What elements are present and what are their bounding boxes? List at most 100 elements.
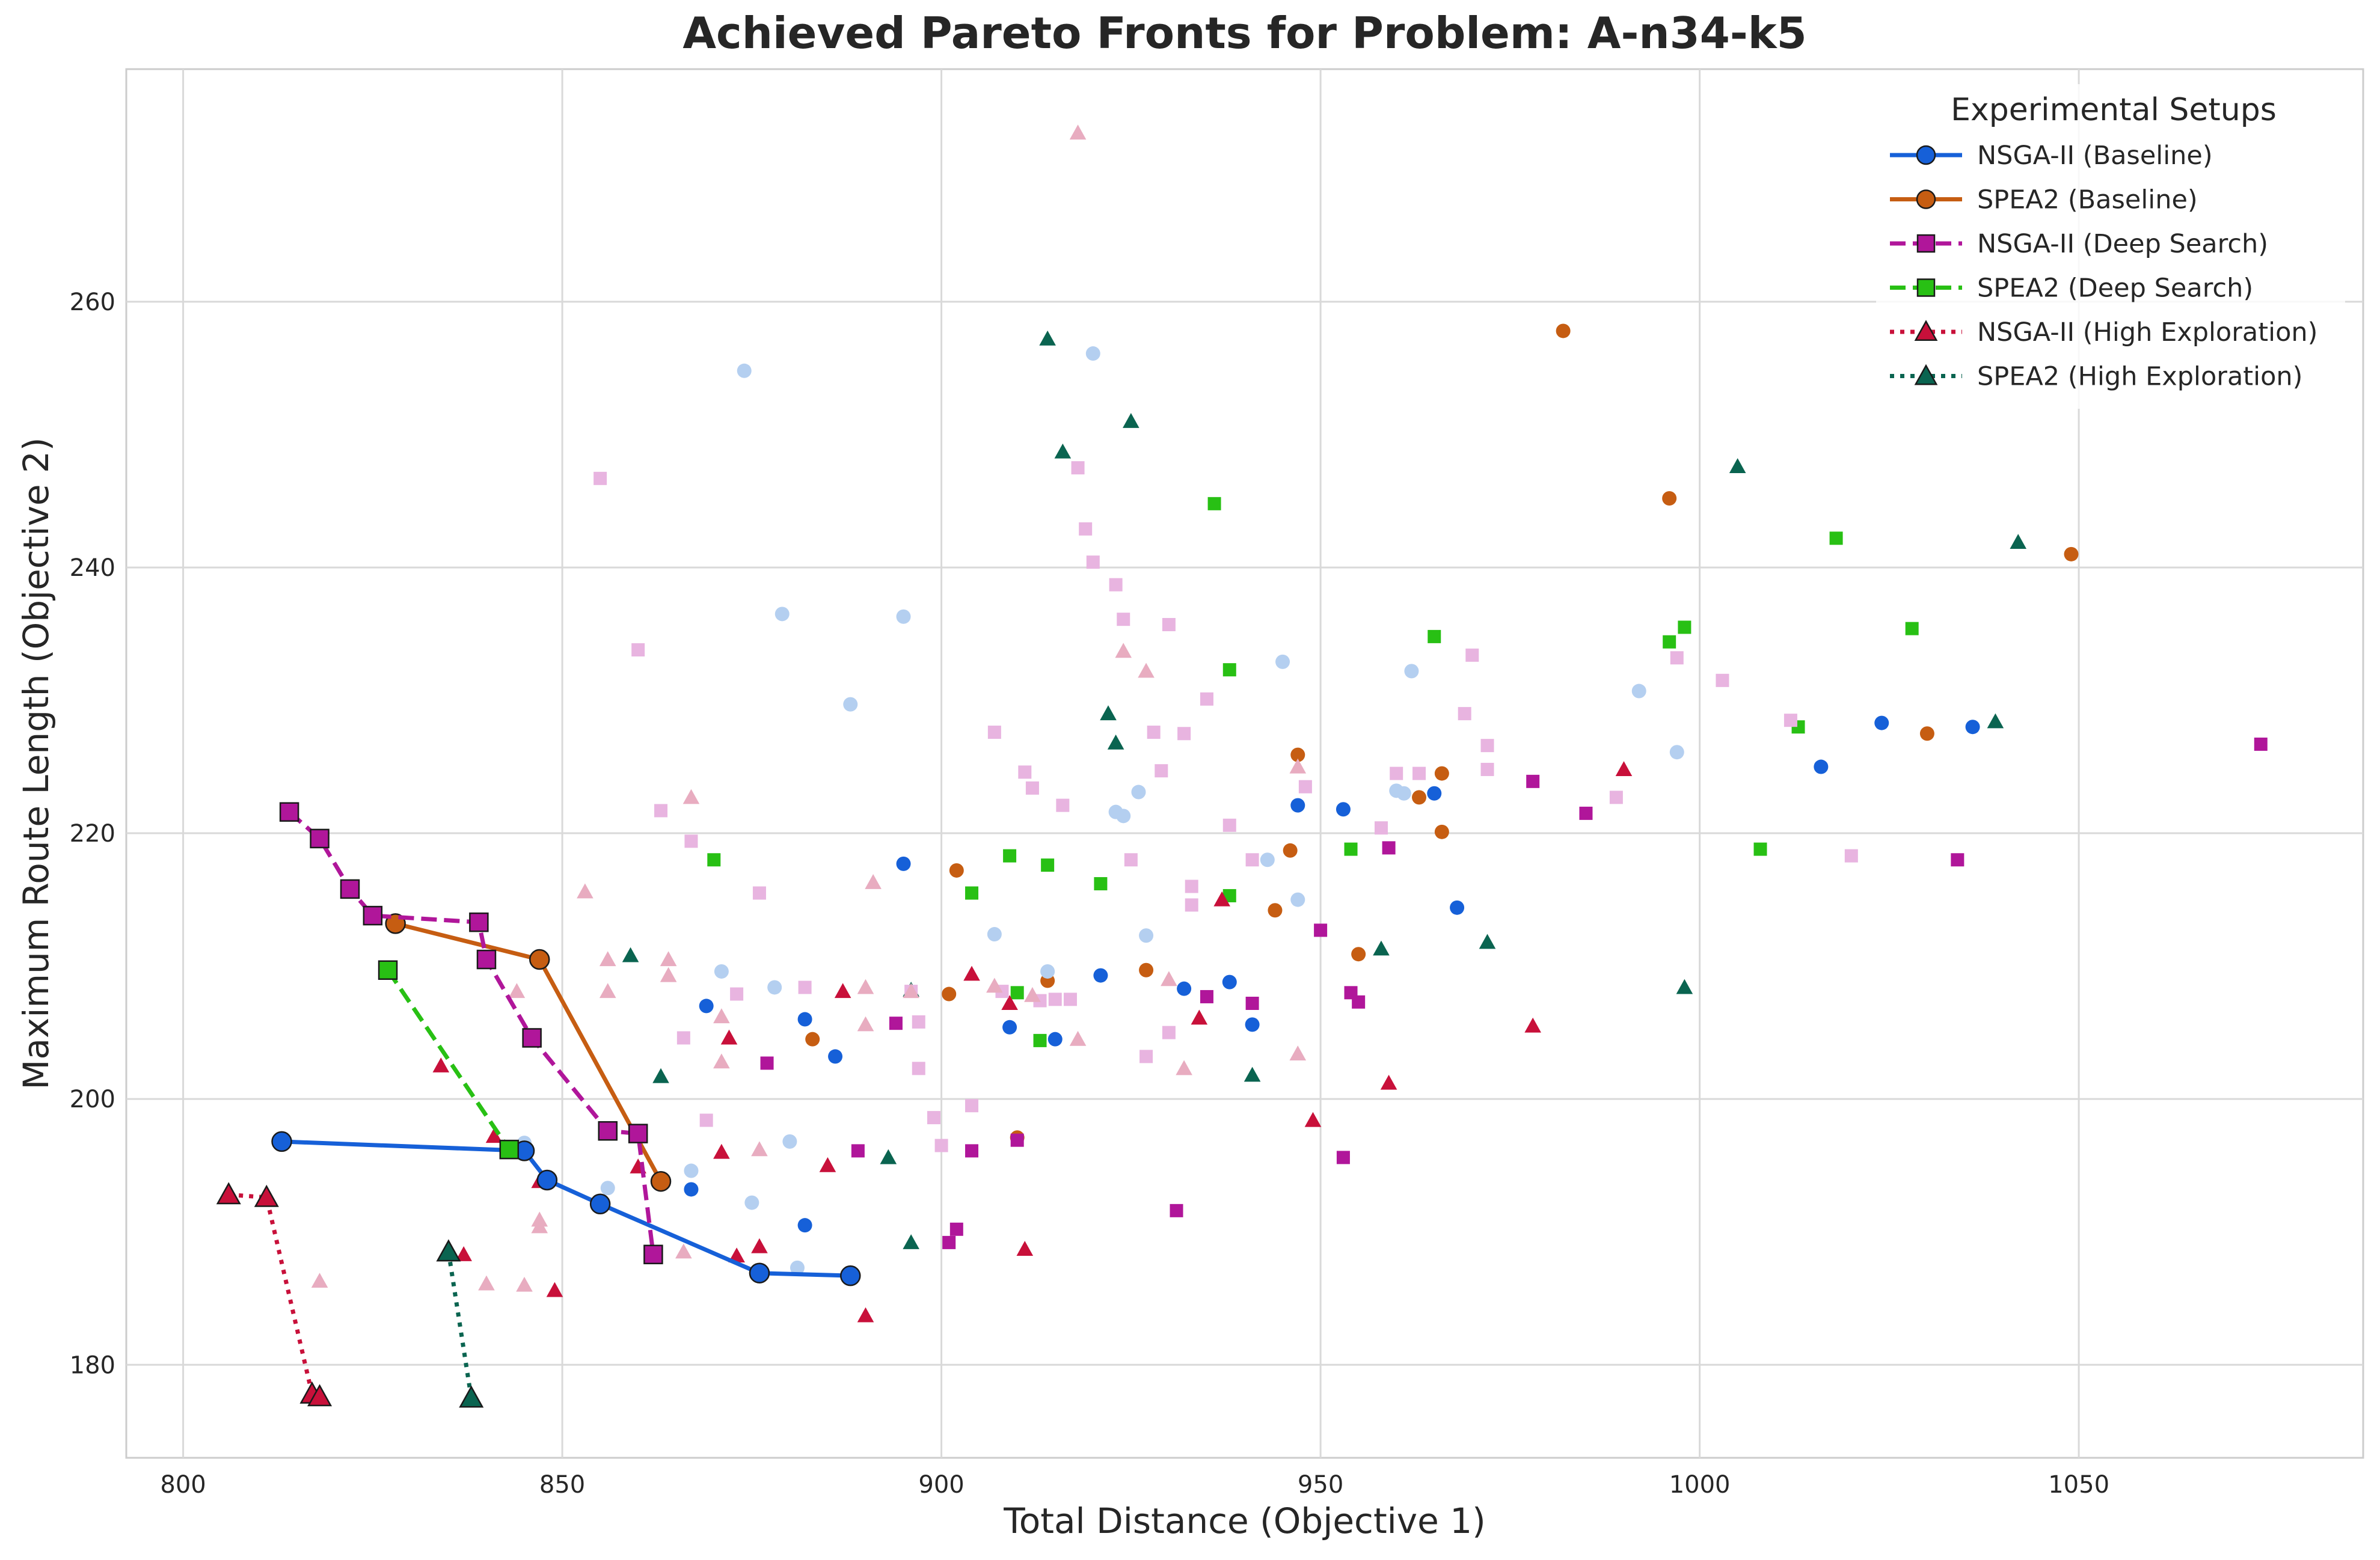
nsga-ii-baseline-front-marker: [271, 1131, 292, 1152]
background-square-point: [1245, 853, 1259, 867]
background-triangle-point: [508, 983, 526, 999]
background-square-point: [1609, 791, 1623, 804]
spea2-high-exploration-point: [1987, 713, 2004, 729]
spea2-high-exploration-point: [1054, 443, 1072, 459]
background-square-point: [1185, 879, 1198, 893]
spea2-baseline-point: [1351, 947, 1366, 962]
background-circle-point: [1290, 892, 1305, 907]
nsga-ii-deep-search-point: [1010, 1133, 1024, 1147]
spea2-high-exploration-point: [880, 1149, 897, 1164]
background-circle-point: [744, 1195, 759, 1210]
legend-item-nsga-ii-deep-search: NSGA-II (Deep Search): [1890, 229, 2268, 259]
spea2-deep-search-point: [1041, 858, 1055, 872]
background-circle-point: [896, 609, 911, 624]
nsga-ii-baseline-point: [1290, 798, 1305, 813]
nsga-ii-high-exploration-point: [432, 1057, 450, 1072]
spea2-baseline-front-marker: [529, 949, 550, 970]
spea2-high-exploration-point: [903, 1234, 919, 1249]
nsga-ii-high-exploration-point: [1191, 1009, 1208, 1025]
background-square-point: [1177, 727, 1191, 741]
spea2-high-exploration-point: [1244, 1066, 1261, 1082]
spea2-baseline-point: [949, 863, 964, 878]
nsga-ii-baseline-point: [1047, 1032, 1063, 1047]
background-square-point: [1670, 651, 1684, 665]
background-triangle-point: [311, 1273, 328, 1288]
nsga-ii-baseline-point: [699, 999, 714, 1014]
nsga-ii-high-exploration-front-marker: [216, 1182, 241, 1205]
y-tick-label: 260: [70, 289, 115, 316]
spea2-deep-search-point: [1207, 497, 1221, 510]
nsga-ii-baseline-front-marker: [589, 1193, 611, 1215]
background-triangle-point: [577, 883, 593, 899]
background-square-point: [1147, 726, 1161, 739]
spea2-deep-search-front-marker: [378, 960, 398, 980]
spea2-deep-search-point: [1829, 531, 1843, 545]
nsga-ii-deep-search-point: [889, 1017, 903, 1030]
nsga-ii-baseline-point: [1336, 802, 1351, 817]
legend-background: [1876, 84, 2345, 409]
background-square-point: [1162, 618, 1176, 631]
spea2-high-exploration-point: [1039, 330, 1056, 346]
nsga-ii-deep-search-point: [2254, 737, 2268, 751]
background-square-point: [1390, 766, 1403, 780]
background-circle-point: [1669, 745, 1684, 760]
spea2-high-exploration-point: [1729, 458, 1746, 473]
nsga-ii-high-exploration-point: [1524, 1017, 1541, 1033]
background-square-point: [1117, 613, 1130, 626]
background-triangle-point: [531, 1218, 548, 1234]
background-square-point: [1298, 780, 1312, 794]
background-circle-point: [1404, 664, 1419, 679]
nsga-ii-deep-search-point: [1245, 997, 1259, 1010]
nsga-ii-baseline-point: [1814, 759, 1829, 774]
nsga-ii-baseline-point: [684, 1182, 699, 1197]
background-square-point: [676, 1031, 690, 1045]
nsga-ii-baseline-point: [1874, 715, 1889, 730]
spea2-deep-search-point: [1344, 842, 1358, 856]
nsga-ii-deep-search-point: [949, 1222, 963, 1236]
legend: Experimental Setups NSGA-II (Baseline) SP…: [1876, 84, 2345, 409]
spea2-deep-search-point: [1428, 629, 1441, 643]
spea2-high-exploration-front-marker: [436, 1239, 461, 1262]
background-circle-point: [1139, 928, 1154, 943]
pareto-fronts: [216, 802, 861, 1408]
background-circle-point: [1275, 654, 1290, 669]
nsga-ii-deep-search-point: [1526, 774, 1540, 788]
spea2-high-exploration-point: [1373, 940, 1390, 956]
spea2-deep-search-point: [1222, 663, 1236, 677]
spea2-baseline-point: [1919, 726, 1934, 741]
background-triangle-point: [1289, 758, 1307, 774]
background-square-point: [1155, 764, 1168, 778]
nsga-ii-high-exploration-point: [720, 1029, 738, 1045]
legend-label: SPEA2 (Deep Search): [1977, 274, 2253, 304]
nsga-ii-deep-search-front-line: [287, 810, 655, 1255]
background-circle-point: [843, 697, 858, 712]
background-triangle-point: [1024, 986, 1041, 1002]
nsga-ii-baseline-point: [896, 856, 911, 871]
nsga-ii-deep-search-front-marker: [628, 1124, 648, 1143]
spea2-deep-search-point: [1033, 1033, 1047, 1047]
nsga-ii-deep-search-point: [1951, 853, 1964, 867]
background-triangle-point: [713, 1053, 730, 1069]
background-square-point: [965, 1099, 979, 1113]
nsga-ii-high-exploration-point: [1001, 995, 1018, 1011]
nsga-ii-baseline-point: [1450, 900, 1465, 915]
nsga-ii-deep-search-point: [1170, 1204, 1183, 1217]
spea2-baseline-point: [1556, 323, 1571, 338]
legend-label: SPEA2 (Baseline): [1977, 185, 2198, 215]
background-triangle-point: [751, 1141, 768, 1157]
nsga-ii-high-exploration-point: [1213, 891, 1230, 907]
nsga-ii-deep-search-front-marker: [279, 802, 299, 822]
nsga-ii-high-exploration-front-marker: [307, 1384, 333, 1407]
nsga-ii-high-exploration-point: [546, 1282, 563, 1297]
background-circle-point: [1131, 785, 1146, 800]
background-circle-point: [714, 964, 729, 979]
background-square-point: [1412, 766, 1426, 780]
nsga-ii-deep-search-front-marker: [363, 905, 383, 926]
nsga-ii-deep-search-point: [1336, 1151, 1350, 1164]
nsga-ii-deep-search-point: [1579, 806, 1593, 820]
spea2-high-exploration-point: [2010, 534, 2027, 549]
background-square-point: [934, 1139, 948, 1152]
legend-marker: [1916, 234, 1936, 253]
legend-marker: [1914, 364, 1938, 385]
spea2-deep-search-point: [707, 853, 721, 867]
